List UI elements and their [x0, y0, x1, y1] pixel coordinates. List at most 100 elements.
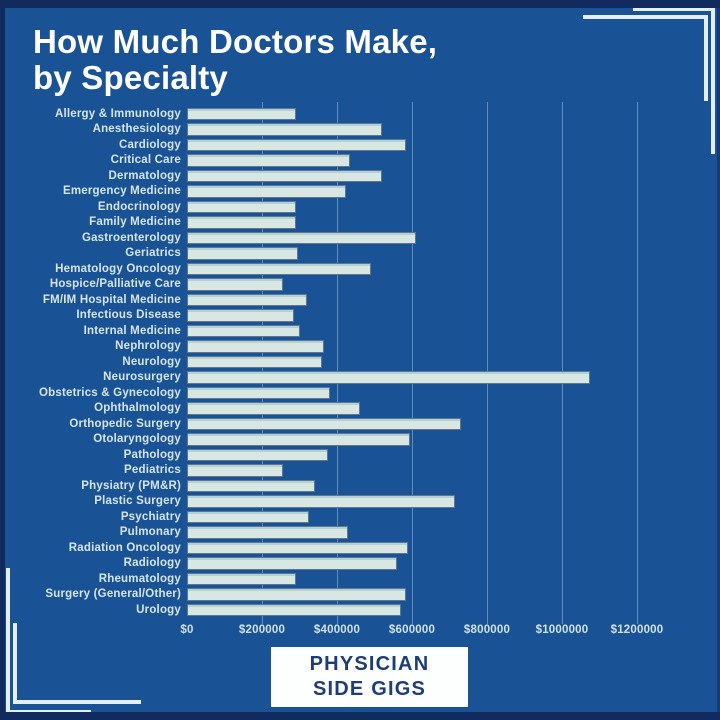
bar	[187, 247, 298, 260]
bar	[187, 340, 324, 353]
bar-track	[187, 122, 712, 138]
category-label: Dermatology	[108, 169, 181, 182]
bar-track	[187, 137, 712, 153]
category-label: Orthopedic Surgery	[69, 417, 181, 430]
category-label: Critical Care	[110, 154, 181, 167]
bar-track	[187, 246, 712, 262]
bar-row: Pulmonary	[0, 525, 720, 541]
bar	[187, 185, 347, 198]
bar-track	[187, 230, 712, 246]
category-label: Rheumatology	[98, 572, 181, 585]
bar-row: Gastroenterology	[0, 230, 720, 246]
category-label: Plastic Surgery	[94, 495, 181, 508]
bar	[187, 200, 296, 213]
category-label: Emergency Medicine	[62, 185, 181, 198]
x-tick-label: $1200000	[610, 623, 664, 636]
category-label: Internal Medicine	[83, 324, 181, 337]
category-label: Neurology	[122, 355, 181, 368]
bar-row: Internal Medicine	[0, 323, 720, 339]
bar-track	[187, 308, 712, 324]
bar-track	[187, 432, 712, 448]
bar-track	[187, 540, 712, 556]
bar-row: Obstetrics & Gynecology	[0, 385, 720, 401]
image-border-left	[0, 0, 5, 720]
bar	[187, 138, 407, 151]
category-label: FM/IM Hospital Medicine	[42, 293, 181, 306]
bar-track	[187, 416, 712, 432]
bar-track	[187, 478, 712, 494]
bar-row: Allergy & Immunology	[0, 106, 720, 122]
category-label: Gastroenterology	[81, 231, 181, 244]
category-label: Anesthesiology	[92, 123, 181, 136]
bar	[187, 262, 371, 275]
bar	[187, 355, 322, 368]
gridline	[487, 102, 488, 624]
bar-track	[187, 106, 712, 122]
bar-track	[187, 385, 712, 401]
bar-track	[187, 199, 712, 215]
category-label: Ophthalmology	[94, 402, 181, 415]
category-label: Geriatrics	[125, 247, 181, 260]
bar-row: Pathology	[0, 447, 720, 463]
bar-row: Physiatry (PM&R)	[0, 478, 720, 494]
bar	[187, 386, 330, 399]
category-label: Otolaryngology	[93, 433, 181, 446]
bar-row: Ophthalmology	[0, 401, 720, 417]
bar-track	[187, 602, 712, 618]
category-label: Psychiatry	[120, 510, 181, 523]
image-border-top	[0, 0, 720, 8]
image-border-bottom	[0, 712, 720, 720]
category-label: Urology	[136, 603, 181, 616]
bar-track	[187, 261, 712, 277]
bar	[187, 557, 397, 570]
bar	[187, 572, 296, 585]
bar-track	[187, 494, 712, 510]
bar	[187, 448, 328, 461]
brand-badge-line2: SIDE GIGS	[312, 678, 427, 700]
x-axis: $0 $200000 $400000 $600000 $800000 $1000000 $1…	[180, 622, 712, 642]
bar-track	[187, 571, 712, 587]
category-label: Hematology Oncology	[55, 262, 181, 275]
bar-row: Radiology	[0, 556, 720, 572]
bar-track	[187, 277, 712, 293]
bar-track	[187, 556, 712, 572]
x-tick-label: $0	[180, 623, 194, 636]
bar	[187, 371, 591, 384]
bar-track	[187, 215, 712, 231]
bar	[187, 278, 283, 291]
gridline	[637, 102, 638, 624]
category-label: Cardiology	[118, 138, 181, 151]
bar	[187, 510, 309, 523]
gridline	[562, 102, 563, 624]
x-tick-label: $1000000	[535, 623, 589, 636]
brand-badge: PHYSICIAN SIDE GIGS	[271, 647, 468, 707]
category-label: Neurosurgery	[103, 371, 181, 384]
bar-track	[187, 509, 712, 525]
bar	[187, 402, 360, 415]
bar-track	[187, 587, 712, 603]
bar-track	[187, 370, 712, 386]
category-label: Allergy & Immunology	[54, 107, 181, 120]
bar	[187, 464, 283, 477]
bar-track	[187, 525, 712, 541]
category-label: Pathology	[123, 448, 181, 461]
bar	[187, 541, 409, 554]
bar-row: Endocrinology	[0, 199, 720, 215]
bar-row: Infectious Disease	[0, 308, 720, 324]
bar-track	[187, 354, 712, 370]
bar	[187, 154, 351, 167]
bar-row: Plastic Surgery	[0, 494, 720, 510]
image-border-right	[717, 0, 720, 720]
bar-row: FM/IM Hospital Medicine	[0, 292, 720, 308]
brand-badge-line1: PHYSICIAN	[309, 653, 430, 675]
category-label: Endocrinology	[97, 200, 181, 213]
bar-track	[187, 401, 712, 417]
bar-row: Geriatrics	[0, 246, 720, 262]
bar	[187, 216, 296, 229]
category-label: Pulmonary	[119, 526, 181, 539]
category-label: Family Medicine	[89, 216, 181, 229]
corner-bracket-top-right-inner	[583, 15, 708, 101]
bar	[187, 603, 401, 616]
bar	[187, 293, 307, 306]
bar-row: Radiation Oncology	[0, 540, 720, 556]
